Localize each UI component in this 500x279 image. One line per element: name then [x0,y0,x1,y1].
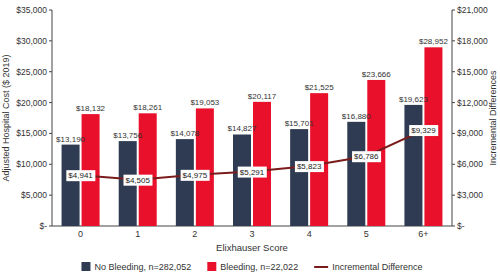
y-tick [49,195,52,196]
y2-tick-label: $15,000 [457,67,488,77]
line-label: $4,941 [68,171,93,180]
y2-tick-label: $9,000 [457,128,483,138]
bar-label: $18,261 [133,103,162,112]
y-tick-label: $- [39,221,47,231]
y2-tick [452,195,455,196]
y2-tick-label: $6,000 [457,159,483,169]
legend-item: No Bleeding, n=282,052 [81,262,191,272]
bar-label: $19,623 [399,95,428,104]
x-tick-label: 5 [364,229,369,239]
legend-item: Bleeding, n=22,022 [207,262,298,272]
bar-label: $13,756 [113,131,142,140]
y-tick [49,71,52,72]
bar-label: $14,078 [170,129,199,138]
bar-label: $13,190 [56,135,85,144]
y-tick-label: $35,000 [16,5,47,15]
y2-tick [452,71,455,72]
x-tick-label: 0 [78,229,83,239]
legend-item: Incremental Difference [314,262,422,272]
bar [176,139,194,226]
bar [347,122,365,226]
y2-tick-label: $- [457,221,465,231]
bar-label: $28,952 [419,37,448,46]
line-label: $5,823 [297,162,322,171]
y-tick [49,10,52,11]
y2-tick [452,133,455,134]
y2-axis-title: Incremental Differences [488,70,498,165]
line-label-bg [352,151,381,162]
chart: $- $5,000 $10,000 $15,000 $20,000 $25,000 $30,… [0,0,500,279]
y2-tick-label: $21,000 [457,5,488,15]
y-tick-label: $20,000 [16,98,47,108]
y2-axis-line [452,10,453,226]
bar [253,102,271,226]
line-label-bg [238,167,267,178]
bar [62,145,80,226]
y-tick-label: $30,000 [16,36,47,46]
y2-tick-label: $18,000 [457,36,488,46]
plot-area [62,47,443,226]
y-tick [49,226,52,227]
x-tick-label: 2 [192,229,197,239]
y2-tick [452,40,455,41]
bar [310,93,328,226]
x-axis-title: Elixhauser Score [216,242,288,253]
y2-tick [452,164,455,165]
bar [424,47,442,226]
x-axis-line [52,226,452,227]
y2-tick [452,226,455,227]
bar [196,108,214,226]
line-label: $5,291 [240,168,265,177]
line-label: $6,786 [354,152,379,161]
x-tick-label: 3 [249,229,254,239]
y2-tick-label: $12,000 [457,98,488,108]
legend-label: Bleeding, n=22,022 [220,262,298,272]
line-label: $9,329 [411,126,436,135]
line-label-bg [295,161,324,172]
y2-tick [452,102,455,103]
y-tick-label: $10,000 [16,159,47,169]
y-tick [49,133,52,134]
bar [404,105,422,226]
bar-label: $15,701 [285,119,314,128]
bar [233,134,251,226]
y-tick [49,164,52,165]
line-label-bg [66,170,95,181]
bar-label: $20,117 [248,92,277,101]
y-tick [49,102,52,103]
x-tick-label: 6+ [418,229,428,239]
line-label-bg [123,175,152,186]
line-label-bg [181,170,210,181]
y-tick [49,40,52,41]
y2-tick [452,10,455,11]
legend-swatch [207,262,216,271]
x-tick-label: 1 [135,229,140,239]
y-axis-title: Adjusted Hospital Cost ($ 2019) [1,54,11,181]
bar-label: $19,053 [190,98,219,107]
bar [290,129,308,226]
line-label-bg [409,125,438,136]
legend-label: No Bleeding, n=282,052 [94,262,191,272]
y2-tick-label: $3,000 [457,190,483,200]
line-label: $4,975 [183,171,208,180]
y-tick-label: $15,000 [16,128,47,138]
bar-label: $18,132 [76,104,105,113]
legend: No Bleeding, n=282,052 Bleeding, n=22,022… [81,262,422,272]
bar [82,114,100,226]
bar-label: $14,827 [228,124,257,133]
legend-swatch [314,266,328,268]
x-tick-label: 4 [307,229,312,239]
legend-label: Incremental Difference [332,262,422,272]
y-axis-line [52,10,53,226]
y-tick-label: $5,000 [21,190,47,200]
line [81,130,424,180]
legend-swatch [81,262,90,271]
bar-label: $21,525 [305,83,334,92]
bar-label: $16,880 [342,112,371,121]
bar-label: $23,666 [362,70,391,79]
y-tick-label: $25,000 [16,67,47,77]
data-labels: $13,190 $13,756 $14,078 $14,827 $15,701 $16,8… [56,37,448,185]
line-label: $4,505 [125,176,150,185]
